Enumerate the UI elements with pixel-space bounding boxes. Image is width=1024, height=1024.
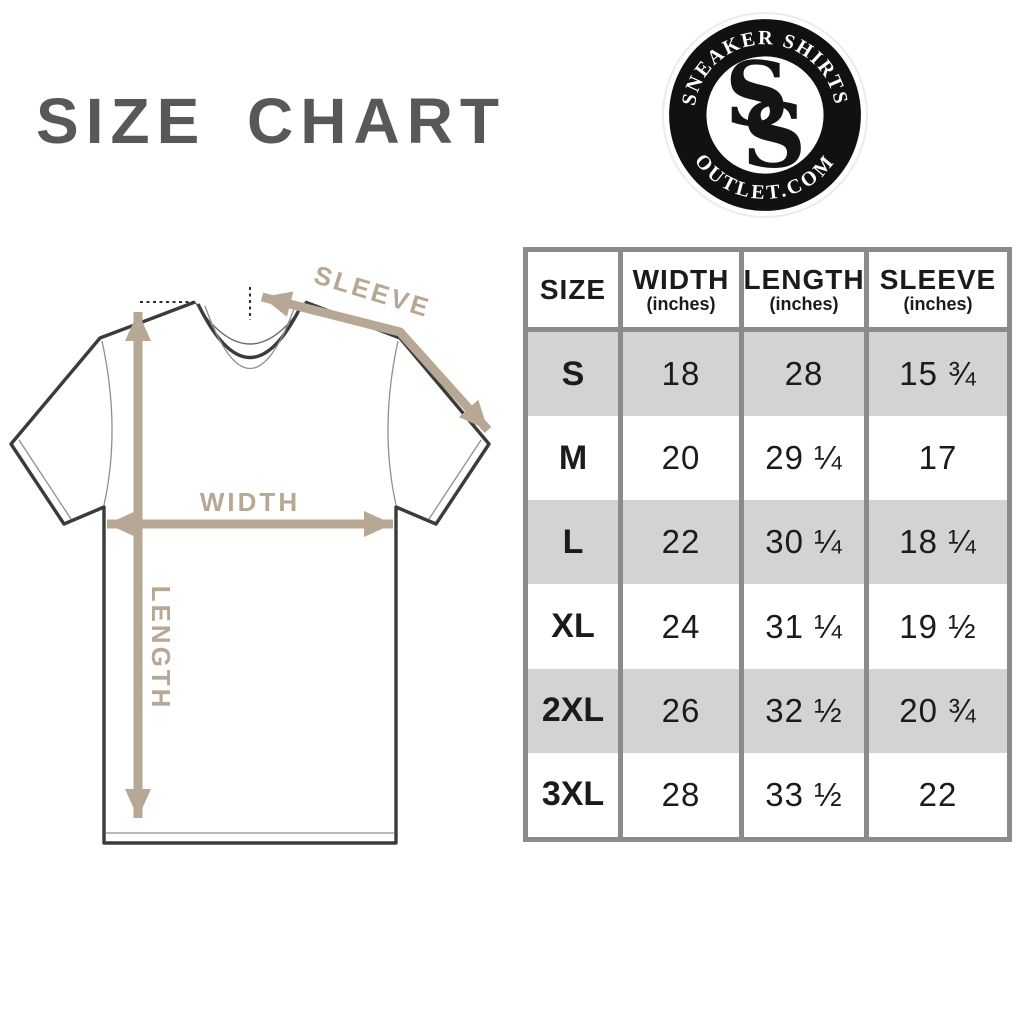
header-label: LENGTH: [743, 264, 865, 296]
row-xl-width: 24: [623, 584, 744, 669]
row-m-sleeve: 17: [918, 439, 958, 477]
header-label: SLEEVE: [879, 264, 997, 296]
row-xl-length: 31 ¼: [744, 584, 869, 669]
table-header-length: LENGTH (inches): [743, 252, 869, 332]
header-sublabel: (inches): [903, 293, 973, 314]
left-cuff-seam: [18, 439, 72, 520]
row-s-width: 18: [623, 332, 744, 417]
logo-monogram-s2: S: [742, 83, 806, 187]
header-sublabel: (inches): [646, 293, 716, 314]
right-cuff-seam: [428, 439, 482, 520]
sleeve-arrow: [260, 291, 492, 434]
width-label: WIDTH: [200, 487, 300, 517]
length-label: LENGTH: [146, 586, 176, 711]
row-xl-sleeve: 19 ½: [899, 607, 977, 645]
row-m-size: M: [528, 416, 623, 501]
size-table: SIZE WIDTH (inches) LENGTH (inches) SLEE…: [523, 247, 1012, 842]
row-3xl-length: 33 ½: [744, 752, 869, 837]
row-m-length: 29 ¼: [744, 416, 869, 501]
header-label: SIZE: [539, 273, 607, 305]
row-2xl-sleeve: 20 ¾: [869, 668, 1007, 753]
row-l-width: 22: [623, 500, 744, 585]
table-header-sleeve: SLEEVE (inches): [869, 252, 1007, 332]
row-s-length: 28: [744, 332, 869, 417]
table-header-width: WIDTH (inches): [623, 252, 744, 332]
page-title: SIZE CHART: [36, 85, 506, 157]
header-label: WIDTH: [632, 264, 730, 296]
row-3xl-width: 28: [623, 752, 744, 837]
table-header-size: SIZE: [528, 252, 623, 332]
row-l-size: L: [528, 500, 623, 585]
row-s-sleeve: 15 ¾: [869, 332, 1007, 417]
logo-monogram-s1: S: [725, 42, 789, 146]
row-xl-size: XL: [528, 584, 623, 669]
row-2xl-size: 2XL: [528, 668, 623, 753]
row-s-size: S: [528, 332, 623, 417]
tshirt-diagram: WIDTH LENGTH SLEEVE: [9, 259, 492, 845]
brand-logo: SNEAKER SHIRTS OUTLET.COM S S: [662, 12, 868, 218]
row-l-sleeve: 18 ¼: [869, 500, 1007, 585]
row-2xl-width: 26: [623, 668, 744, 753]
left-sleeve-seam: [101, 340, 113, 506]
row-3xl-size: 3XL: [528, 752, 623, 837]
logo-inner-circle: [706, 56, 824, 174]
row-m-width: 20: [623, 416, 744, 501]
row-3xl-sleeve: 22: [918, 775, 958, 813]
row-2xl-length: 32 ½: [744, 668, 869, 753]
row-l-length: 30 ¼: [744, 500, 869, 585]
header-sublabel: (inches): [769, 293, 839, 314]
tshirt-outline: [9, 300, 491, 845]
